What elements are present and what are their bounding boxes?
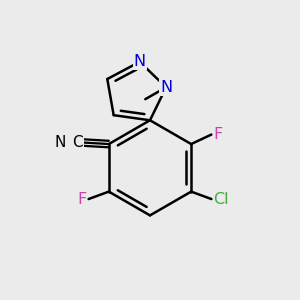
Text: F: F <box>213 127 222 142</box>
Text: N: N <box>134 54 146 69</box>
Text: N: N <box>160 80 172 95</box>
Text: F: F <box>78 191 87 206</box>
Text: Cl: Cl <box>213 191 229 206</box>
Text: N: N <box>55 135 66 150</box>
Text: C: C <box>72 135 83 150</box>
